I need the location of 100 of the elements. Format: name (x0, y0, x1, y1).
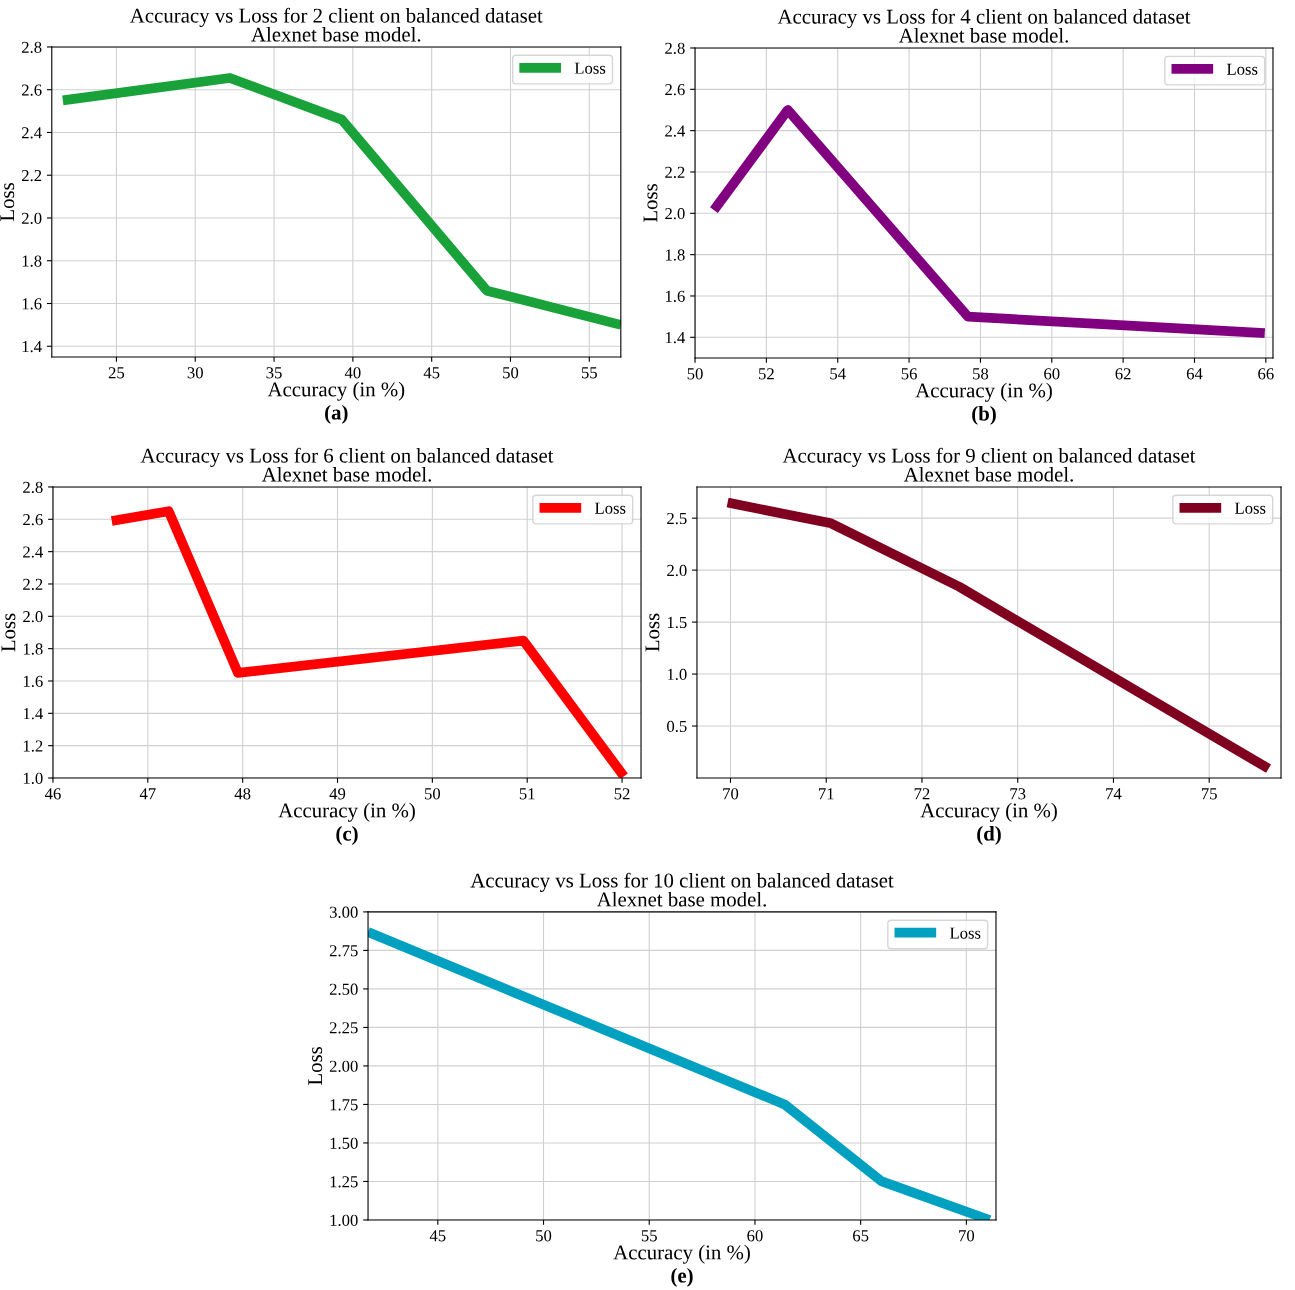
x-tick-label: 55 (581, 367, 597, 379)
chart-title: Accuracy vs Loss for 10 client on balanced dataset Alexnet base model. (470, 872, 894, 907)
y-tick-label: 2.2 (665, 166, 685, 178)
text: (d) (977, 826, 1001, 845)
y-tick-label: 2.6 (21, 84, 42, 96)
x-tick-label: 50 (536, 1230, 552, 1242)
y-axis-title: Loss (645, 613, 660, 652)
x-tick-label: 60 (1044, 368, 1060, 380)
y-axis-title: Loss (643, 184, 658, 223)
x-tick-label: 75 (1201, 788, 1217, 800)
y-tick-label: 2.8 (23, 481, 43, 493)
x-tick-label: 45 (429, 1230, 446, 1242)
y-tick-label: 0.5 (667, 720, 687, 733)
x-axis-title: Accuracy (in %) (278, 802, 415, 822)
y-tick-label: 3.00 (329, 906, 358, 918)
y-tick-label: 1.00 (330, 1214, 358, 1226)
text: (e) (671, 1267, 693, 1287)
y-tick-label: 2.0 (667, 564, 687, 577)
x-tick-label: 62 (1115, 368, 1131, 380)
y-tick-label: 2.4 (665, 125, 686, 137)
x-tick-label: 70 (959, 1230, 975, 1242)
y-tick-label: 1.50 (330, 1137, 358, 1149)
y-tick-label: 2.8 (665, 42, 685, 55)
y-tick-label: 2.50 (329, 983, 358, 995)
x-tick-label: 64 (1186, 368, 1203, 380)
y-axis-title: Loss (308, 1047, 323, 1086)
x-tick-label: 46 (44, 788, 61, 800)
x-tick-label: 70 (723, 788, 739, 800)
x-tick-label: 56 (901, 368, 917, 380)
chart-title: Accuracy vs Loss for 2 client on balanced dataset Alexnet base model. (129, 7, 543, 42)
y-tick-label: 2.6 (665, 84, 685, 96)
y-tick-label: 2.75 (329, 945, 358, 957)
x-tick-label: 65 (853, 1230, 869, 1242)
y-tick-label: 1.4 (665, 332, 686, 344)
y-tick-label: 1.2 (23, 740, 43, 752)
x-tick-label: 50 (503, 367, 519, 379)
x-tick-label: 45 (423, 367, 440, 379)
y-tick-label: 1.4 (22, 341, 42, 353)
chart-title: Accuracy vs Loss for 9 client on balanced dataset Alexnet base model. (782, 447, 1196, 482)
legend-label: Loss (595, 502, 626, 514)
x-tick-label: 73 (1010, 788, 1026, 800)
x-tick-label: 35 (266, 367, 282, 379)
x-axis-title: Accuracy (in %) (267, 381, 405, 401)
y-tick-label: 1.75 (330, 1099, 358, 1111)
x-tick-label: 74 (1106, 788, 1122, 800)
x-tick-label: 71 (818, 788, 834, 800)
y-tick-label: 2.2 (21, 169, 42, 182)
x-tick-label: 52 (759, 368, 774, 380)
legend-label: Loss (1235, 502, 1266, 514)
y-tick-label: 1.0 (23, 772, 43, 785)
x-tick-label: 52 (614, 788, 630, 800)
y-tick-label: 2.0 (21, 212, 42, 224)
chart-title: Accuracy vs Loss for 6 client on balanced dataset Alexnet base model. (140, 447, 554, 482)
y-tick-label: 1.6 (665, 290, 685, 302)
x-tick-label: 50 (687, 368, 703, 380)
x-tick-label: 48 (234, 788, 251, 800)
y-tick-label: 2.0 (665, 208, 685, 220)
x-tick-label: 55 (641, 1230, 657, 1242)
x-tick-label: 60 (747, 1230, 763, 1242)
x-tick-label: 58 (973, 368, 989, 380)
chart-title: Accuracy vs Loss for 4 client on balanced dataset Alexnet base model. (777, 8, 1191, 43)
x-tick-label: 54 (830, 368, 846, 380)
text: (c) (336, 826, 358, 845)
y-tick-label: 1.8 (665, 249, 685, 261)
y-tick-label: 1.25 (330, 1176, 358, 1188)
y-tick-label: 1.4 (23, 708, 43, 720)
y-tick-label: 2.8 (21, 41, 42, 53)
x-tick-label: 30 (187, 367, 203, 379)
y-tick-label: 1.5 (667, 616, 687, 629)
y-tick-label: 2.00 (329, 1060, 358, 1072)
x-tick-label: 50 (424, 788, 441, 800)
x-tick-label: 49 (329, 788, 346, 800)
y-tick-label: 2.5 (667, 512, 687, 525)
y-tick-label: 1.8 (23, 643, 43, 655)
y-tick-label: 1.6 (23, 675, 43, 688)
y-tick-label: 2.25 (329, 1022, 358, 1034)
y-tick-label: 2.6 (23, 514, 43, 526)
legend-label: Loss (574, 62, 606, 74)
text: (b) (972, 405, 996, 425)
y-axis-title: Loss (1, 613, 16, 652)
y-tick-label: 2.2 (23, 578, 43, 590)
text: (a) (325, 404, 348, 424)
y-tick-label: 2.4 (21, 127, 42, 139)
y-tick-label: 2.0 (23, 611, 43, 623)
x-tick-label: 25 (108, 367, 125, 379)
legend-label: Loss (1226, 63, 1258, 75)
y-tick-label: 1.0 (667, 668, 687, 681)
x-tick-label: 47 (139, 788, 156, 800)
x-axis-title: Accuracy (in %) (613, 1244, 750, 1264)
legend-label: Loss (949, 927, 981, 939)
x-axis-title: Accuracy (in %) (920, 802, 1057, 822)
y-axis-title: Loss (0, 183, 15, 222)
y-tick-label: 2.4 (23, 546, 43, 558)
x-tick-label: 72 (914, 788, 930, 800)
x-axis-title: Accuracy (in %) (915, 382, 1052, 402)
y-tick-label: 1.6 (22, 298, 42, 310)
x-tick-label: 40 (344, 367, 361, 379)
y-tick-label: 1.8 (22, 255, 42, 267)
x-tick-label: 66 (1258, 368, 1274, 380)
x-tick-label: 51 (519, 788, 535, 800)
